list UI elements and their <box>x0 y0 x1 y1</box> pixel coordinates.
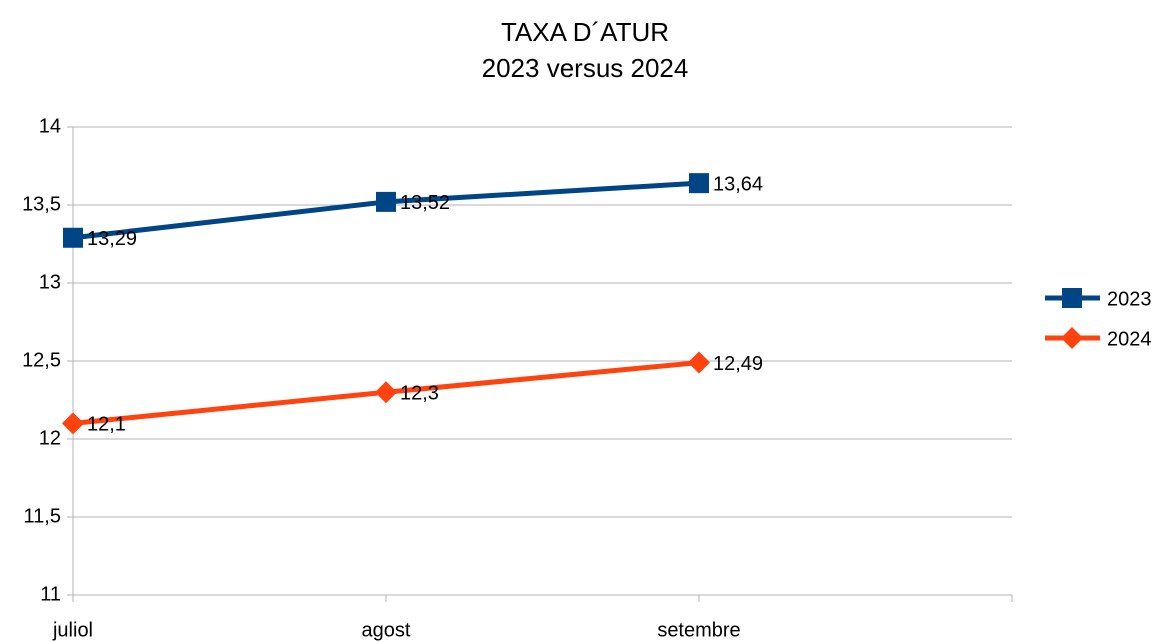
data-label: 12,1 <box>87 414 126 436</box>
y-tick-label: 11 <box>40 583 61 605</box>
data-label: 13,29 <box>87 228 137 250</box>
chart-subtitle: 2023 versus 2024 <box>482 53 689 83</box>
y-tick-label: 12,5 <box>22 349 61 371</box>
y-tick-label: 14 <box>39 115 61 137</box>
marker <box>376 191 396 212</box>
data-label: 12,49 <box>713 353 763 375</box>
marker <box>62 412 84 435</box>
y-tick-label: 13,5 <box>22 193 61 215</box>
chart-title: TAXA D´ATUR <box>501 17 669 47</box>
x-tick-label: setembre <box>657 619 740 641</box>
marker <box>1061 327 1083 349</box>
legend-label: 2024 <box>1107 328 1152 350</box>
marker <box>1062 288 1082 308</box>
x-tick-label: juliol <box>52 619 93 641</box>
y-tick-label: 12 <box>39 427 61 449</box>
marker <box>688 351 710 374</box>
marker <box>63 227 83 248</box>
data-label: 13,52 <box>400 192 450 214</box>
data-label: 13,64 <box>713 173 763 195</box>
marker <box>689 173 709 194</box>
y-tick-label: 13 <box>39 271 61 293</box>
data-label: 12,3 <box>400 382 439 404</box>
x-tick-label: agost <box>362 619 411 641</box>
y-tick-label: 11,5 <box>24 505 61 527</box>
legend-label: 2023 <box>1107 288 1152 310</box>
marker <box>375 381 397 404</box>
